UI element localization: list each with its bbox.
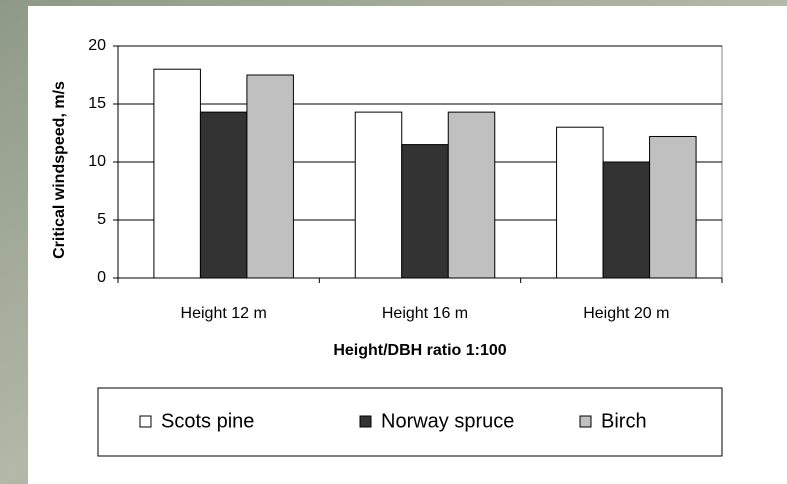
y-tick-label: 10 xyxy=(88,153,106,170)
bar xyxy=(602,161,651,279)
y-tick-label: 20 xyxy=(88,37,106,54)
y-tick-label: 0 xyxy=(97,269,106,286)
legend-label: Birch xyxy=(601,410,647,432)
bar xyxy=(354,111,403,279)
x-axis-title: Height/DBH ratio 1:100 xyxy=(333,342,506,359)
y-tick-label: 15 xyxy=(88,95,106,112)
legend-swatch xyxy=(579,415,592,428)
x-tick-label: Height 16 m xyxy=(382,305,468,322)
x-tick-label: Height 12 m xyxy=(181,305,267,322)
bar xyxy=(401,144,449,279)
legend-label: Scots pine xyxy=(161,410,254,432)
bar xyxy=(649,135,697,279)
bar xyxy=(447,111,496,279)
legend-swatch xyxy=(359,415,372,428)
x-tick-label: Height 20 m xyxy=(583,305,669,322)
legend-box xyxy=(97,387,723,457)
legend-swatch xyxy=(139,415,152,428)
bar xyxy=(556,126,604,279)
bar xyxy=(246,74,294,279)
legend-label: Norway spruce xyxy=(381,410,514,432)
y-axis-title: Critical windspeed, m/s xyxy=(51,81,68,259)
y-tick-label: 5 xyxy=(97,211,106,228)
bar xyxy=(153,68,201,279)
bar xyxy=(199,111,248,279)
